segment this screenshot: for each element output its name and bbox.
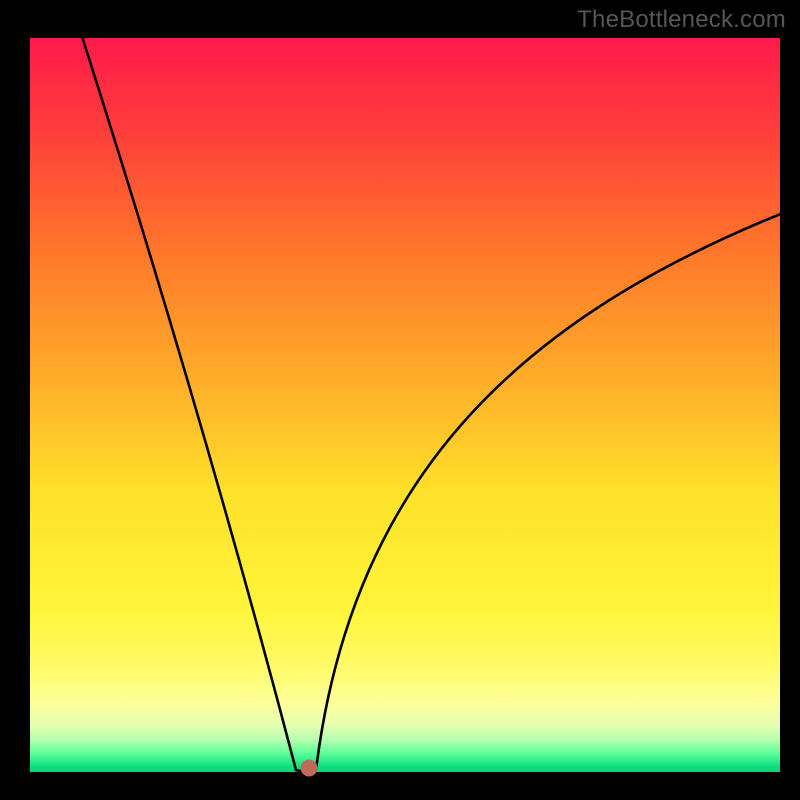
plot-area [30,38,780,772]
watermark-text: TheBottleneck.com [577,6,786,34]
bottleneck-curve [30,38,780,772]
chart-frame: TheBottleneck.com [0,0,800,800]
vertex-marker [301,759,318,776]
